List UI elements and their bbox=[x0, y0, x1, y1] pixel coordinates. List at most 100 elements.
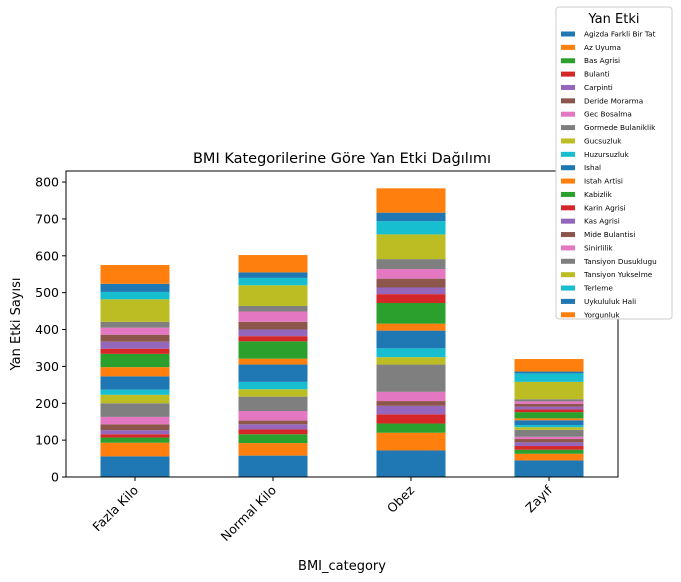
y-tick-label: 300 bbox=[35, 359, 59, 374]
bar-segment-3-1 bbox=[514, 453, 584, 461]
y-tick-label: 0 bbox=[51, 470, 59, 485]
legend-swatch bbox=[561, 218, 575, 224]
bar-segment-1-5 bbox=[238, 420, 308, 425]
legend-swatch bbox=[561, 178, 575, 184]
bar-segment-3-8 bbox=[514, 427, 584, 430]
bar-segment-2-11 bbox=[376, 323, 446, 331]
bar-segment-0-6 bbox=[100, 416, 170, 425]
bar-segment-3-18 bbox=[514, 381, 584, 400]
legend-swatch bbox=[561, 205, 575, 211]
bar-segment-0-19 bbox=[100, 291, 170, 300]
bar-segment-3-9 bbox=[514, 425, 584, 428]
bar-segment-2-15 bbox=[376, 278, 446, 288]
bar-segment-0-2 bbox=[100, 437, 170, 443]
y-tick-label: 600 bbox=[35, 248, 59, 263]
bar-segment-0-8 bbox=[100, 394, 170, 404]
legend-label: Uykululuk Hali bbox=[584, 297, 636, 306]
y-tick-label: 800 bbox=[35, 175, 59, 190]
bar-segment-0-15 bbox=[100, 334, 170, 342]
legend-swatch bbox=[561, 71, 575, 77]
legend-label: Huzursuzluk bbox=[584, 150, 629, 159]
legend-label: Mide Bulantisi bbox=[584, 230, 635, 239]
plot-area: Fazla Kilo Normal Kilo Obez Zayıf0100200300… bbox=[35, 175, 584, 544]
bar-segment-1-7 bbox=[238, 396, 308, 412]
bar-segment-2-8 bbox=[376, 357, 446, 365]
legend-swatch bbox=[561, 84, 575, 90]
legend-label: Terleme bbox=[583, 284, 613, 293]
bar-segment-2-16 bbox=[376, 269, 446, 279]
legend-label: Az Uyuma bbox=[584, 43, 621, 52]
bar-segment-1-11 bbox=[238, 358, 308, 365]
legend-swatch bbox=[561, 111, 575, 117]
legend-label: Tansiyon Yukselme bbox=[583, 270, 653, 279]
bar-segment-0-5 bbox=[100, 424, 170, 431]
bar-segment-1-3 bbox=[238, 429, 308, 435]
legend-label: Ishal bbox=[584, 163, 601, 172]
legend-label: Gormede Bulaniklik bbox=[584, 123, 656, 132]
bar-segment-1-1 bbox=[238, 443, 308, 456]
bar-segment-2-20 bbox=[376, 212, 446, 222]
bar-segment-1-6 bbox=[238, 411, 308, 421]
bar-segment-1-10 bbox=[238, 364, 308, 382]
bar-segment-2-18 bbox=[376, 234, 446, 260]
legend-swatch bbox=[561, 98, 575, 104]
bar-segment-2-3 bbox=[376, 414, 446, 424]
bar-segment-2-13 bbox=[376, 294, 446, 303]
bar-segment-1-8 bbox=[238, 389, 308, 397]
legend: Yan Etki Agizda Farkli Bir Tat Az Uyuma Ba… bbox=[555, 6, 673, 320]
legend-label: Kabizlik bbox=[584, 190, 613, 199]
bar-segment-1-12 bbox=[238, 341, 308, 359]
bar-segment-3-15 bbox=[514, 404, 584, 407]
bar-segment-3-5 bbox=[514, 439, 584, 443]
bar-segment-1-9 bbox=[238, 381, 308, 390]
bar-segment-2-10 bbox=[376, 330, 446, 349]
legend-label: Karin Agrisi bbox=[584, 203, 626, 212]
chart-title: BMI Kategorilerine Göre Yan Etki Dağılım… bbox=[193, 151, 491, 167]
axes-frame bbox=[65, 170, 619, 478]
legend-label: Carpinti bbox=[584, 83, 613, 92]
y-tick-label: 100 bbox=[35, 433, 59, 448]
legend-swatch bbox=[561, 232, 575, 238]
bar-segment-1-21 bbox=[238, 255, 308, 273]
legend-label: Tansiyon Dusuklugu bbox=[583, 257, 657, 266]
bar-segment-0-14 bbox=[100, 341, 170, 349]
bar-segment-0-0 bbox=[100, 456, 170, 477]
bar-segment-3-21 bbox=[514, 359, 584, 372]
legend-swatch bbox=[561, 191, 575, 197]
bar-segment-0-3 bbox=[100, 434, 170, 438]
bar-segment-0-12 bbox=[100, 353, 170, 368]
bar-segment-2-17 bbox=[376, 259, 446, 270]
legend-swatch bbox=[561, 31, 575, 37]
bar-segment-3-19 bbox=[514, 373, 584, 382]
bar-segment-2-19 bbox=[376, 221, 446, 235]
legend-label: Deride Morarma bbox=[584, 96, 643, 105]
y-tick-label: 700 bbox=[35, 211, 59, 226]
bar-segment-3-14 bbox=[514, 406, 584, 410]
bar-segment-0-10 bbox=[100, 376, 170, 390]
legend-label: Kas Agrisi bbox=[584, 217, 620, 226]
bar-segment-2-21 bbox=[376, 188, 446, 213]
bar-segment-3-11 bbox=[514, 418, 584, 421]
bar-segment-2-5 bbox=[376, 401, 446, 406]
legend-label: Sinirlilik bbox=[584, 243, 613, 252]
x-axis-label: BMI_category bbox=[298, 559, 386, 574]
legend-swatch bbox=[561, 165, 575, 171]
legend-label: Istah Artisi bbox=[584, 177, 623, 186]
bar-segment-1-13 bbox=[238, 336, 308, 342]
bar-segment-2-12 bbox=[376, 302, 446, 324]
bar-segment-2-4 bbox=[376, 405, 446, 415]
bar-segment-1-0 bbox=[238, 455, 308, 477]
bar-segment-0-21 bbox=[100, 265, 170, 284]
y-tick-label: 500 bbox=[35, 285, 59, 300]
bar-segment-2-6 bbox=[376, 391, 446, 402]
bar-segment-0-20 bbox=[100, 283, 170, 292]
bar-segment-3-0 bbox=[514, 460, 584, 477]
bar-segment-2-1 bbox=[376, 432, 446, 451]
bar-segment-2-9 bbox=[376, 348, 446, 358]
y-tick-label: 200 bbox=[35, 396, 59, 411]
legend-swatch bbox=[561, 245, 575, 251]
legend-label: Gucsuzluk bbox=[584, 136, 622, 145]
legend-swatch bbox=[561, 312, 575, 318]
legend-swatch bbox=[561, 125, 575, 131]
bar-segment-1-17 bbox=[238, 305, 308, 312]
